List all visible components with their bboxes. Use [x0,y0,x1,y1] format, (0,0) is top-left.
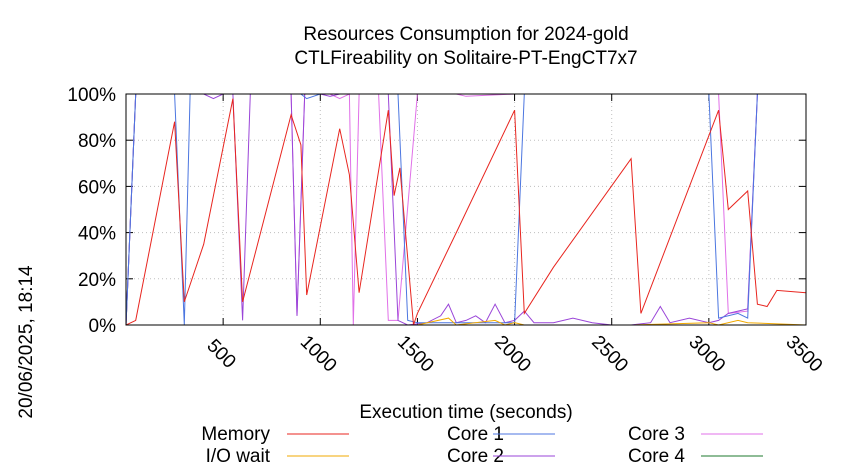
legend-label: Core 4 [628,446,685,467]
plot-frame [125,93,807,326]
y-tick-label: 20% [78,270,116,291]
series-line-core-4 [125,93,806,326]
x-tick-label: 500 [202,335,239,372]
series-line-memory [125,98,807,326]
legend-label: Core 3 [628,424,685,445]
y-tick-label: 60% [78,177,116,198]
axis-ticks [126,93,807,326]
y-tick-label: 40% [78,224,116,245]
chart-title-line2: CTLFireability on Solitaire-PT-EngCT7x7 [294,48,637,69]
x-axis-label: Execution time (seconds) [359,402,572,423]
x-tick-label: 2500 [587,332,632,377]
y-tick-label: 0% [89,316,117,337]
x-tick-label: 1500 [393,332,438,377]
series-line-core-3 [125,93,806,326]
side-timestamp: 20/06/2025, 18:14 [16,265,37,419]
x-tick-label: 3500 [782,332,827,377]
legend-label: Core 2 [447,446,504,467]
series-line-core-2 [125,93,806,326]
y-tick-label: 80% [78,131,116,152]
series-line-core-1 [125,93,806,326]
series-line-i-o-wait [126,317,807,326]
tick-labels: 0% 20% 40% 60% 80% 100% 500 1000 1500 2000 2500 300… [67,85,826,376]
x-tick-label: 2000 [490,332,535,377]
x-tick-label: 1000 [296,332,341,377]
legend-label: I/O wait [206,446,271,467]
legend-label: Memory [201,424,270,445]
y-tick-label: 100% [67,85,116,106]
grid [126,94,806,325]
legend-label: Core 1 [447,424,504,445]
chart-title-line1: Resources Consumption for 2024-gold [303,24,628,45]
series-layer [125,93,807,326]
x-tick-label: 3000 [684,332,729,377]
